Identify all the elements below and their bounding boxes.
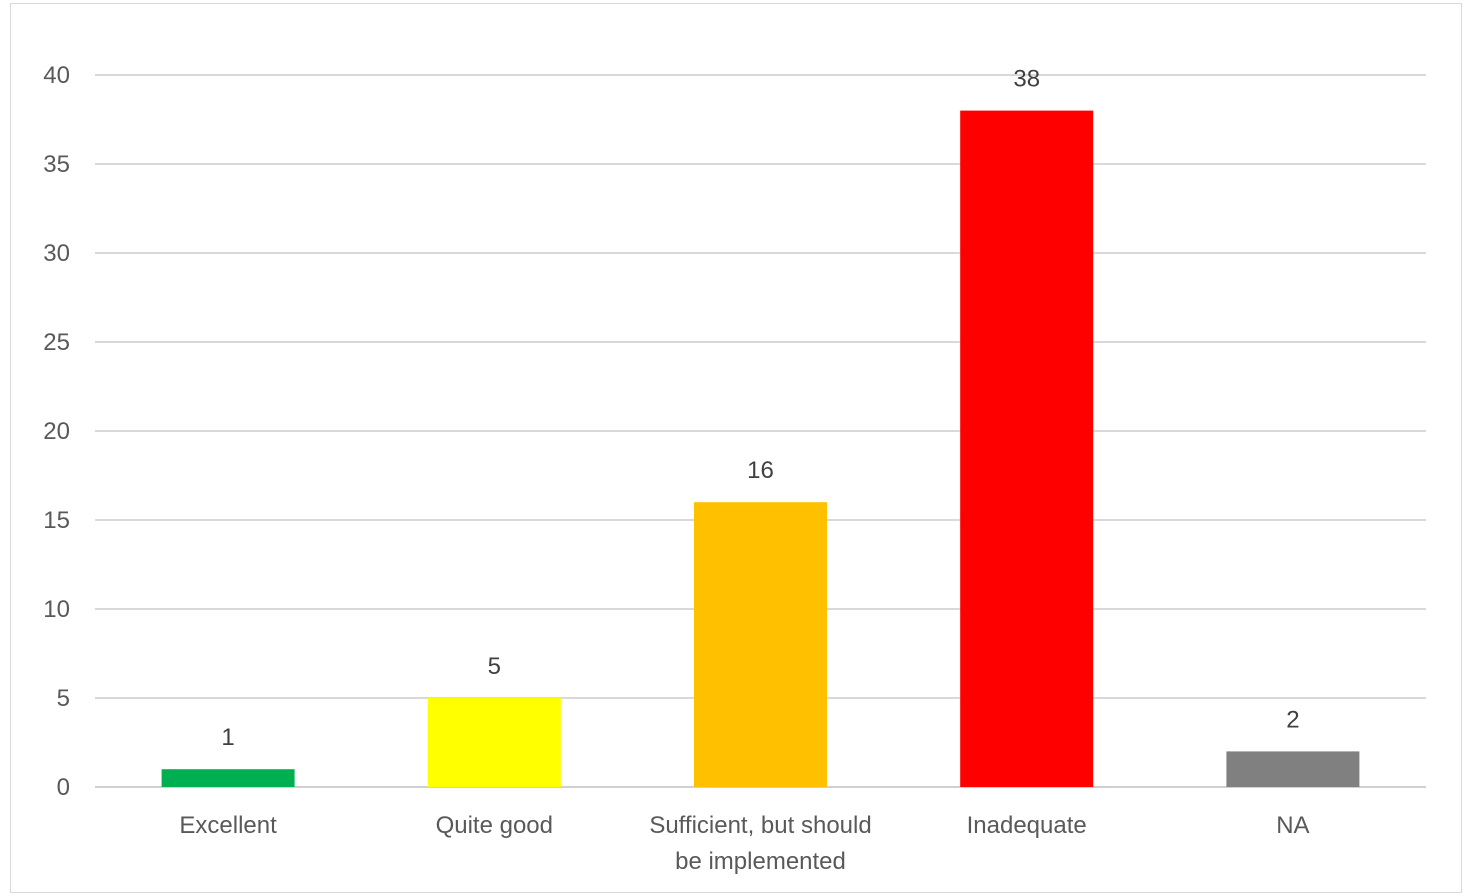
y-tick-label: 30 (43, 240, 70, 267)
bar (1226, 751, 1360, 787)
x-tick-label: Sufficient, but should (649, 812, 871, 839)
y-tick-label: 35 (43, 151, 70, 178)
bar (960, 110, 1094, 788)
bar (427, 698, 561, 787)
bar (161, 769, 295, 787)
gridlines (95, 74, 1426, 788)
data-label: 1 (221, 724, 234, 751)
data-labels: 1 5 16 38 2 (221, 66, 1299, 752)
y-axis: 0 5 10 15 20 25 30 35 40 (43, 62, 70, 801)
y-tick-label: 15 (43, 507, 70, 534)
x-tick-label: Quite good (436, 812, 553, 839)
x-tick-label: be implemented (675, 848, 846, 875)
bars (161, 110, 1360, 788)
y-tick-label: 10 (43, 596, 70, 623)
y-tick-label: 5 (57, 685, 70, 712)
data-label: 2 (1286, 706, 1299, 733)
bar (694, 502, 827, 787)
y-tick-label: 40 (43, 62, 70, 89)
y-tick-label: 0 (57, 774, 70, 801)
data-label: 16 (747, 457, 774, 484)
x-tick-label: Excellent (179, 812, 277, 839)
x-tick-label: Inadequate (967, 812, 1087, 839)
data-label: 5 (488, 653, 501, 680)
y-tick-label: 20 (43, 418, 70, 445)
x-tick-label: NA (1276, 812, 1309, 839)
x-axis: Excellent Quite good Sufficient, but shoul… (179, 812, 1309, 875)
y-tick-label: 25 (43, 329, 70, 356)
data-label: 38 (1013, 66, 1040, 93)
